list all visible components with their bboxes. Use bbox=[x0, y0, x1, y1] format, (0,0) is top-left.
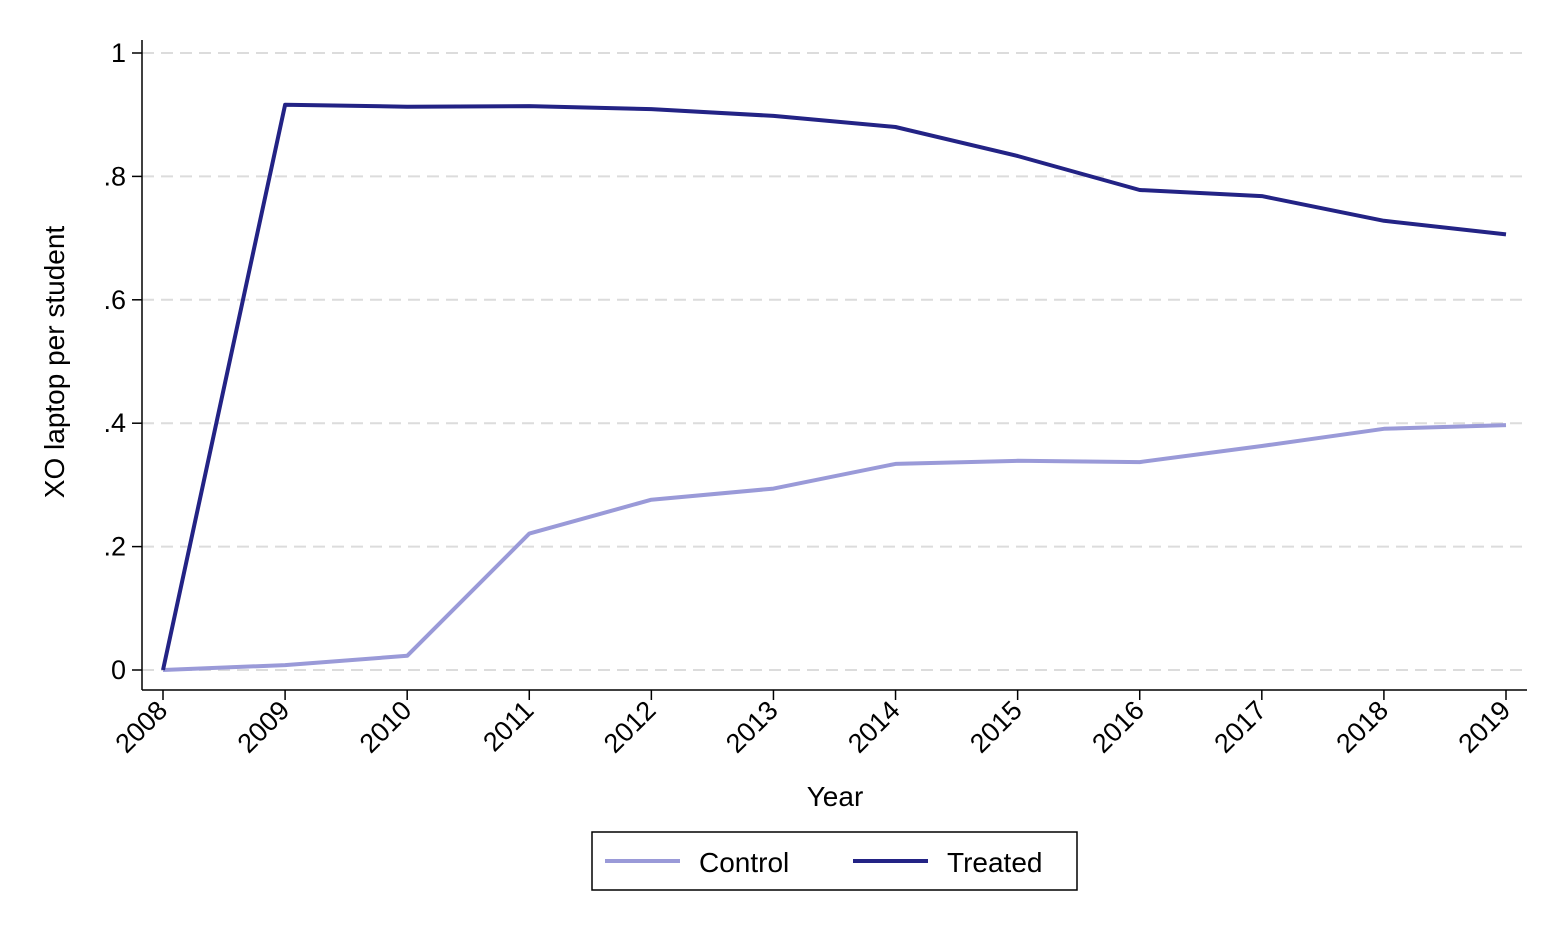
x-tick-label-1: 2009 bbox=[232, 695, 296, 759]
y-tick-label-3: .6 bbox=[103, 285, 126, 315]
x-axis-ticks: 2008 2009 2010 2011 2012 2013 2014 2015 2016 2017… bbox=[110, 690, 1517, 759]
x-tick-label-8: 2016 bbox=[1086, 695, 1150, 759]
y-tick-label-5: 1 bbox=[111, 38, 126, 68]
y-tick-label-1: .2 bbox=[103, 532, 126, 562]
x-tick-label-3: 2011 bbox=[477, 695, 539, 757]
y-tick-label-4: .8 bbox=[103, 161, 126, 191]
x-tick-label-11: 2019 bbox=[1453, 695, 1517, 759]
x-tick-label-5: 2013 bbox=[720, 695, 784, 759]
series-line-control bbox=[162, 423, 1507, 672]
x-tick-label-9: 2017 bbox=[1208, 695, 1272, 759]
legend-label-treated: Treated bbox=[947, 847, 1042, 878]
axes bbox=[141, 40, 1527, 691]
grid-lines bbox=[142, 52, 1527, 671]
x-axis-title: Year bbox=[807, 781, 864, 812]
series-line-treated bbox=[161, 102, 1507, 671]
y-axis-ticks: 0 .2 .4 .6 .8 1 bbox=[103, 38, 142, 685]
x-tick-label-2: 2010 bbox=[354, 695, 418, 759]
y-tick-label-0: 0 bbox=[111, 655, 126, 685]
x-tick-label-10: 2018 bbox=[1330, 695, 1394, 759]
y-tick-label-2: .4 bbox=[103, 408, 126, 438]
x-tick-label-4: 2012 bbox=[598, 695, 662, 759]
x-tick-label-7: 2015 bbox=[964, 695, 1028, 759]
series-lines bbox=[161, 102, 1507, 672]
legend-label-control: Control bbox=[699, 847, 789, 878]
x-tick-label-0: 2008 bbox=[110, 695, 174, 759]
x-tick-label-6: 2014 bbox=[842, 695, 906, 759]
legend: Control Treated bbox=[591, 831, 1078, 891]
y-axis-title: XO laptop per student bbox=[39, 226, 70, 499]
